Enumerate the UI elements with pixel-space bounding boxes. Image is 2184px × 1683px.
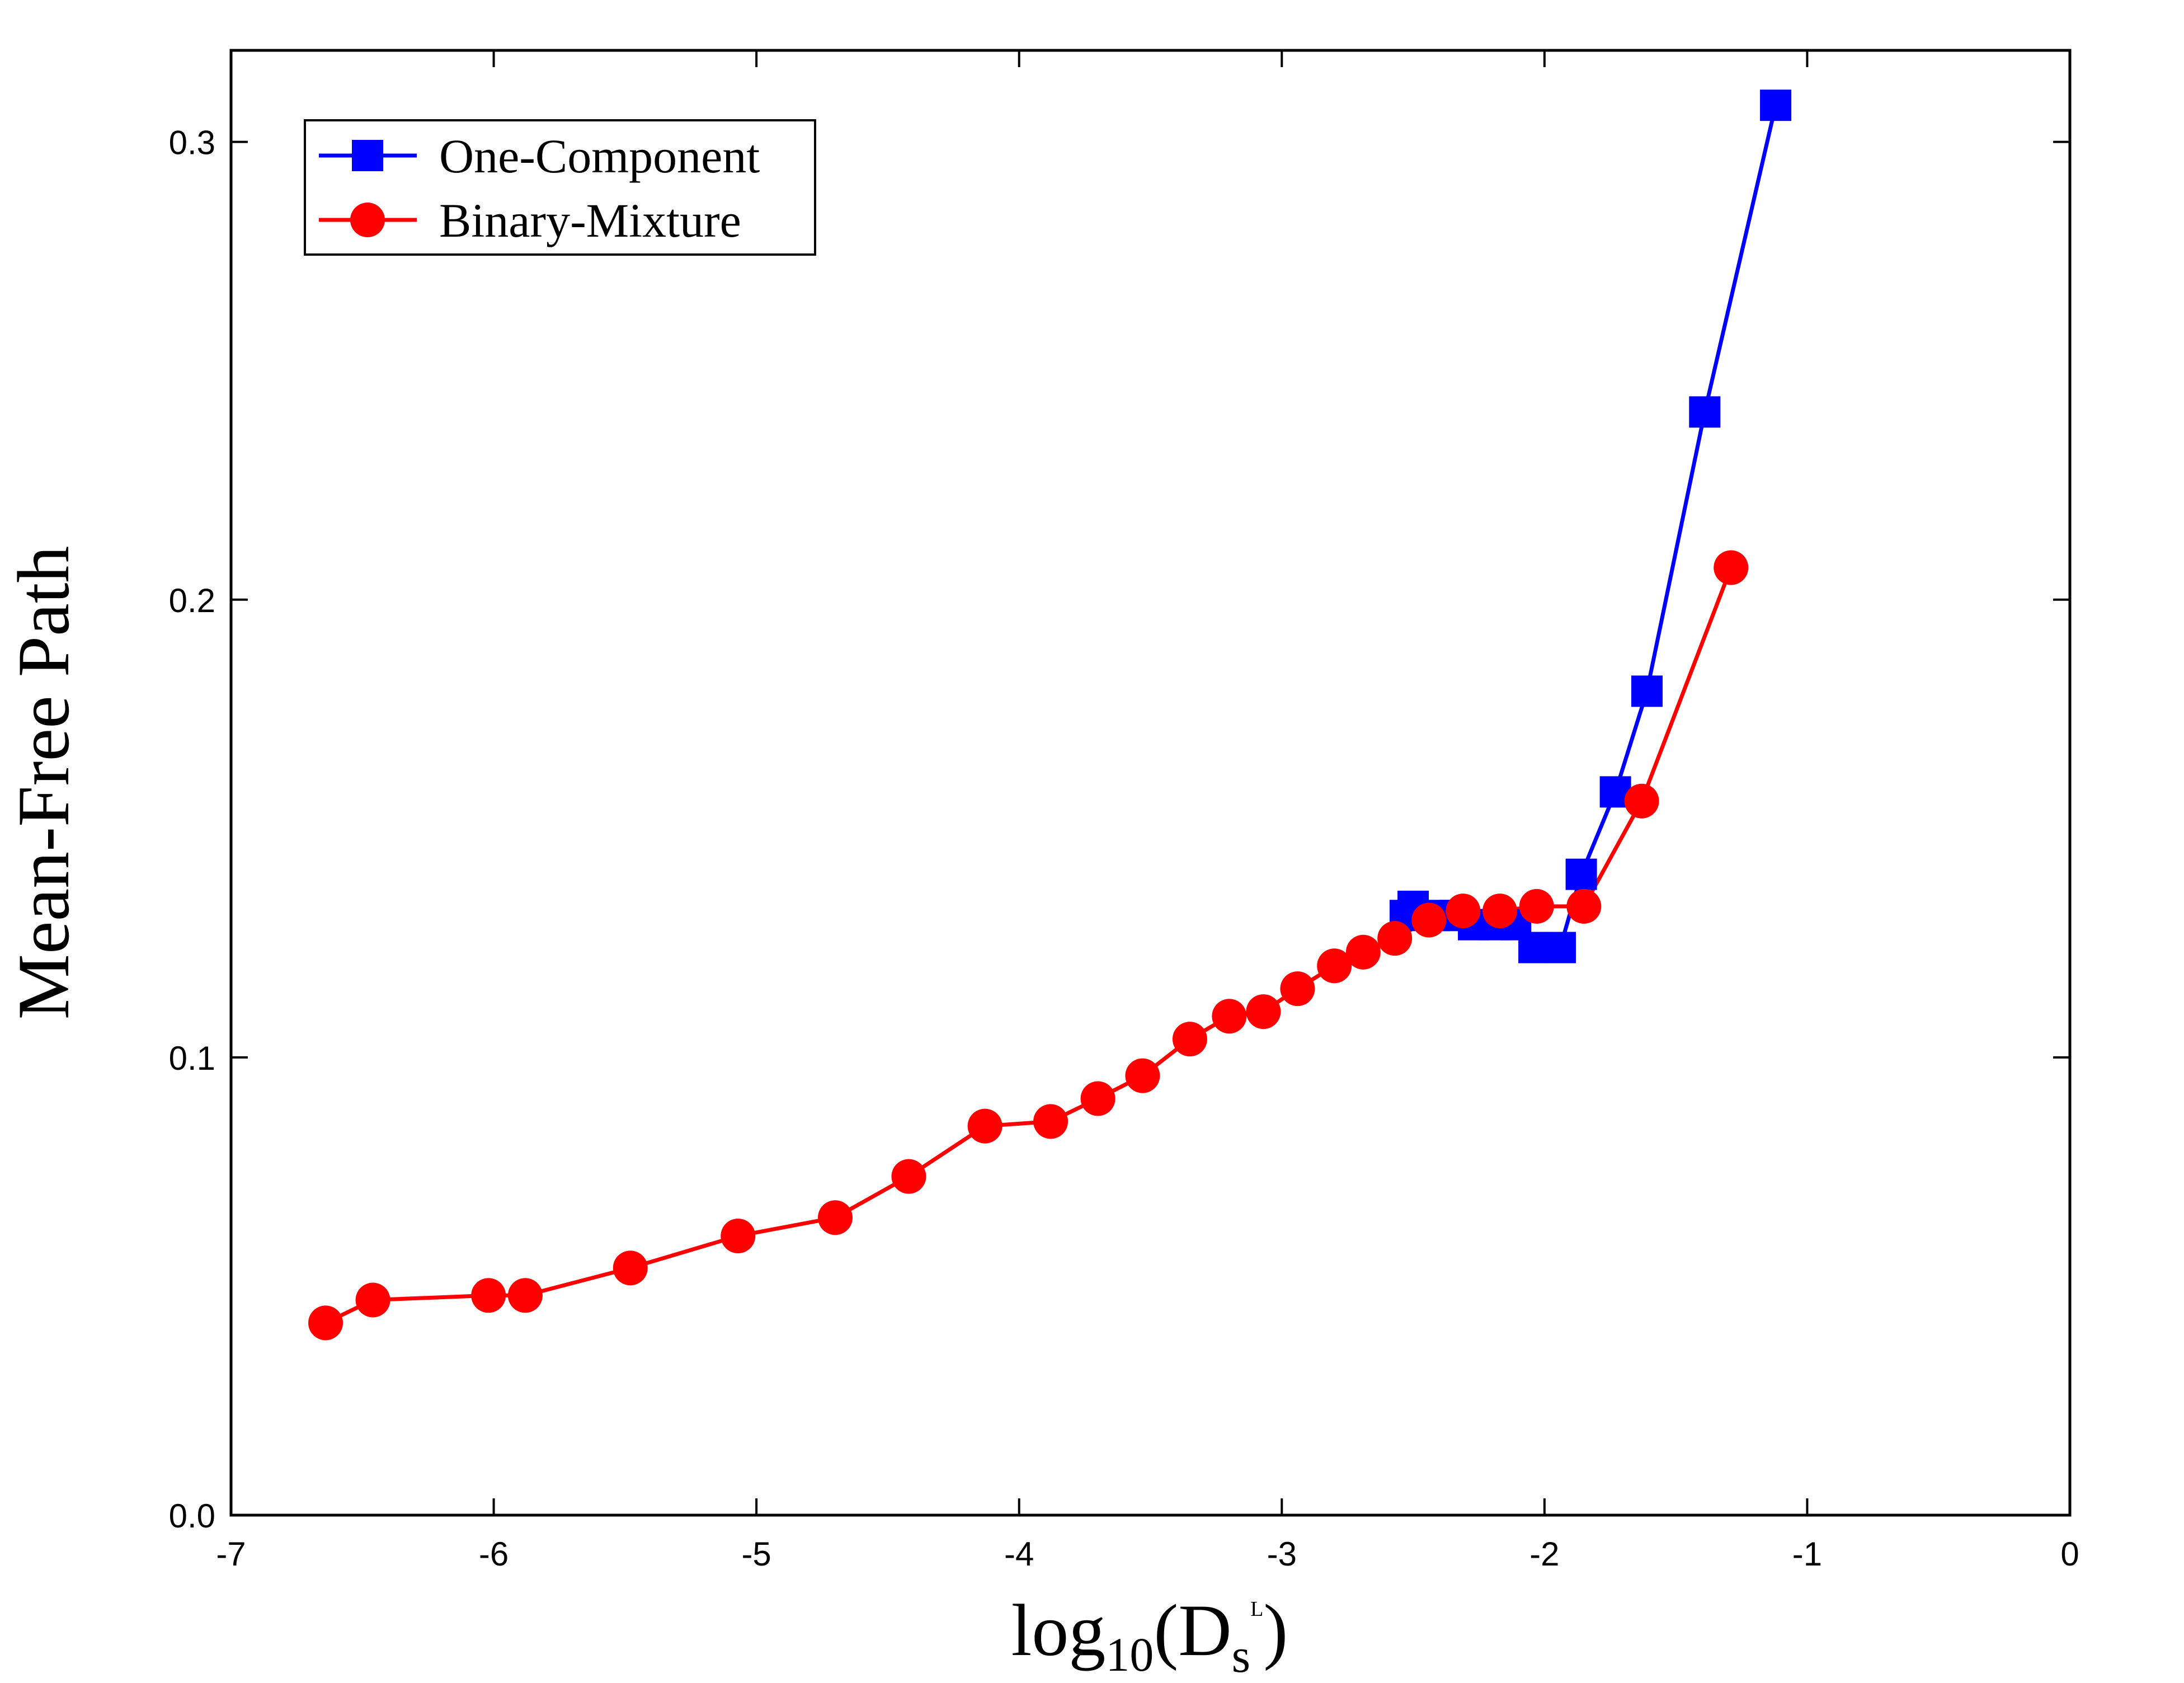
data-point-one-component	[1689, 396, 1721, 428]
data-point-one-component	[1545, 932, 1576, 963]
data-point-binary-mixture	[1033, 1104, 1069, 1139]
data-point-binary-mixture	[1482, 894, 1518, 929]
data-point-binary-mixture	[613, 1251, 648, 1286]
data-point-one-component	[1760, 90, 1792, 121]
series-markers	[308, 90, 1792, 1341]
x-tick-label: -2	[1529, 1535, 1559, 1573]
x-tick-label: -7	[216, 1535, 246, 1573]
data-point-binary-mixture	[1714, 550, 1749, 585]
axis-ticks: -7 -6 -5 -4 -3 -2 -1 0 0.0 0.1 0.2 0.3	[169, 50, 2079, 1573]
data-point-binary-mixture	[1566, 888, 1602, 924]
plot-frame	[229, 49, 2072, 1517]
x-tick-label: -1	[1792, 1535, 1822, 1573]
data-point-binary-mixture	[1377, 921, 1413, 956]
x-axis-title-sub2: s	[1232, 1629, 1250, 1682]
legend-marker-one-component	[352, 140, 383, 171]
x-axis-title: log10(DsL)	[1011, 1589, 1288, 1682]
data-point-binary-mixture	[355, 1282, 390, 1318]
x-axis-title-sub: 10	[1105, 1628, 1154, 1681]
data-point-binary-mixture	[1446, 894, 1481, 929]
data-point-binary-mixture	[1246, 994, 1281, 1029]
x-tick-label: -4	[1004, 1535, 1034, 1573]
x-tick-label: -6	[479, 1535, 509, 1573]
y-tick-label: 0.1	[169, 1040, 215, 1077]
data-point-binary-mixture	[1624, 783, 1659, 819]
data-point-binary-mixture	[1317, 948, 1352, 984]
data-point-binary-mixture	[1280, 971, 1315, 1007]
data-point-binary-mixture	[1519, 888, 1554, 924]
x-tick-label: -5	[741, 1535, 771, 1573]
legend-label-binary-mixture: Binary-Mixture	[439, 194, 741, 247]
x-axis-title-open: (D	[1154, 1589, 1231, 1671]
y-tick-label: 0.0	[169, 1497, 215, 1535]
data-point-binary-mixture	[891, 1159, 926, 1194]
legend-box	[304, 119, 816, 256]
data-point-one-component	[1518, 932, 1550, 963]
data-point-binary-mixture	[1125, 1058, 1160, 1093]
x-axis-title-sup: L	[1250, 1597, 1263, 1621]
data-point-one-component	[1631, 675, 1663, 707]
x-axis-title-main: log	[1011, 1589, 1106, 1671]
data-point-binary-mixture	[967, 1108, 1002, 1144]
data-point-binary-mixture	[818, 1200, 853, 1235]
data-point-one-component	[1565, 858, 1597, 890]
data-point-binary-mixture	[721, 1218, 756, 1253]
legend-label-one-component: One-Component	[439, 129, 760, 183]
series-lines	[324, 105, 1778, 1325]
legend: One-Component Binary-Mixture	[304, 119, 816, 256]
data-point-binary-mixture	[1411, 902, 1447, 938]
x-tick-label: 0	[2060, 1535, 2079, 1573]
x-axis-title-close: )	[1263, 1589, 1288, 1671]
data-point-binary-mixture	[1212, 999, 1247, 1034]
series-line-one-component	[1404, 105, 1778, 950]
y-axis-title: Mean-Free Path	[2, 546, 84, 1020]
data-point-binary-mixture	[1345, 934, 1381, 970]
y-tick-label: 0.3	[169, 124, 215, 162]
legend-marker-binary-mixture	[350, 203, 385, 237]
data-point-binary-mixture	[507, 1278, 543, 1313]
x-tick-label: -3	[1267, 1535, 1297, 1573]
data-point-binary-mixture	[1080, 1081, 1115, 1116]
data-point-binary-mixture	[471, 1278, 506, 1313]
data-point-binary-mixture	[308, 1305, 343, 1341]
y-tick-label: 0.2	[169, 582, 215, 619]
data-point-binary-mixture	[1172, 1022, 1207, 1057]
